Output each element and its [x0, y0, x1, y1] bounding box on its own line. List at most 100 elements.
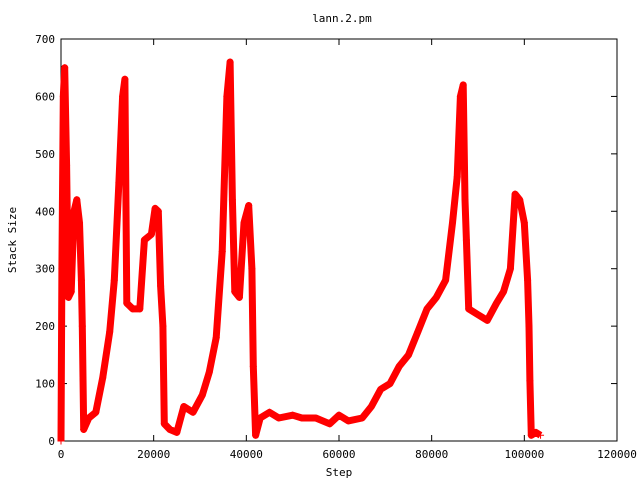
data-point: [140, 236, 148, 244]
data-point: [189, 408, 197, 416]
data-point: [358, 414, 366, 422]
y-tick-label: 600: [35, 90, 55, 103]
data-point: [218, 247, 226, 255]
x-tick-label: 40000: [230, 448, 263, 461]
data-point: [395, 362, 403, 370]
data-point: [442, 276, 450, 284]
data-point: [157, 282, 165, 290]
data-point: [405, 351, 412, 359]
data-point: [266, 408, 273, 416]
data-point: [525, 322, 533, 330]
data-point: [326, 420, 334, 428]
data-point: [537, 431, 545, 439]
data-point: [115, 179, 123, 187]
data-point: [483, 316, 491, 324]
data-point: [275, 414, 283, 422]
data-point: [231, 288, 239, 296]
data-point: [506, 265, 514, 273]
data-point: [67, 288, 75, 296]
data-point: [516, 196, 524, 204]
data-point: [166, 426, 174, 434]
data-point: [223, 92, 231, 100]
x-tick-label: 20000: [137, 448, 170, 461]
data-point: [57, 437, 65, 445]
data-point: [61, 64, 69, 72]
data-point: [245, 202, 253, 210]
x-tick-label: 80000: [415, 448, 448, 461]
y-axis-label: Stack Size: [6, 207, 19, 273]
x-tick-label: 100000: [504, 448, 544, 461]
y-tick-label: 300: [35, 263, 55, 276]
data-point: [524, 276, 532, 284]
data-point: [205, 368, 213, 376]
data-point: [154, 207, 162, 215]
data-point: [70, 207, 78, 215]
data-point: [119, 92, 127, 100]
data-point: [248, 265, 256, 273]
data-point: [147, 230, 155, 238]
y-tick-label: 100: [35, 378, 55, 391]
data-point: [377, 385, 385, 393]
data-point: [499, 288, 507, 296]
data-point: [453, 173, 461, 181]
data-point: [256, 414, 264, 422]
data-point: [58, 265, 66, 273]
data-point: [235, 293, 243, 301]
data-point: [520, 219, 528, 227]
data-point: [121, 75, 129, 83]
data-point: [173, 428, 181, 436]
y-tick-label: 500: [35, 148, 55, 161]
data-point: [449, 219, 457, 227]
data-point: [456, 92, 464, 100]
data-point: [99, 374, 107, 382]
data-point: [80, 426, 88, 434]
data-point: [249, 362, 257, 370]
data-point: [136, 305, 144, 313]
data-point: [252, 431, 260, 439]
data-point: [151, 204, 159, 212]
data-point: [106, 328, 114, 336]
data-point: [386, 380, 394, 388]
data-point: [462, 236, 470, 244]
data-point: [465, 305, 473, 313]
data-point: [228, 196, 236, 204]
data-points: [57, 58, 545, 445]
data-point: [526, 377, 534, 385]
data-point: [160, 420, 168, 428]
data-point: [59, 92, 67, 100]
y-tick-label: 400: [35, 205, 55, 218]
y-tick-label: 700: [35, 33, 55, 46]
data-point: [85, 414, 93, 422]
y-tick-label: 200: [35, 320, 55, 333]
y-tick-label: 0: [48, 435, 55, 448]
data-point: [123, 299, 131, 307]
x-tick-label: 60000: [322, 448, 355, 461]
data-point: [474, 311, 482, 319]
data-point: [432, 293, 440, 301]
data-point: [63, 161, 71, 169]
data-point: [78, 322, 86, 330]
data-point: [423, 305, 431, 313]
data-point: [77, 276, 85, 284]
data-point: [92, 408, 100, 416]
data-point: [532, 428, 540, 436]
data-point: [298, 414, 306, 422]
data-point: [73, 196, 81, 204]
data-point: [344, 417, 352, 425]
data-point: [198, 391, 206, 399]
data-point: [240, 219, 248, 227]
data-point: [110, 276, 118, 284]
x-tick-label: 120000: [597, 448, 637, 461]
data-point: [367, 403, 375, 411]
data-point: [461, 196, 469, 204]
data-point: [493, 299, 501, 307]
data-point: [527, 431, 535, 439]
data-point: [335, 411, 343, 419]
data-point: [226, 58, 234, 66]
data-point: [180, 403, 188, 411]
data-point: [414, 328, 422, 336]
data-point: [129, 305, 137, 313]
chart-title: lann.2.pm: [312, 12, 372, 25]
data-point: [312, 414, 320, 422]
